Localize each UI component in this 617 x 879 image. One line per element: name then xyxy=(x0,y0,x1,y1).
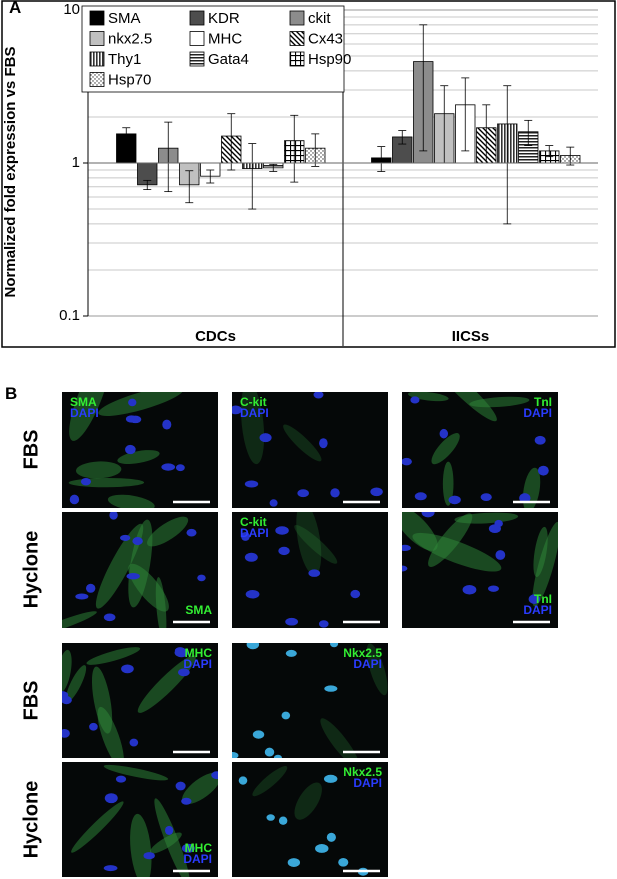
legend-label: nkx2.5 xyxy=(108,30,152,47)
stain-label: DAPI xyxy=(183,852,212,866)
stain-label: DAPI xyxy=(353,657,382,671)
row-label: FBS xyxy=(20,680,43,720)
legend-swatch xyxy=(189,51,205,67)
error-bar xyxy=(206,169,215,184)
row-label: Hyclone xyxy=(20,530,43,609)
legend-swatch xyxy=(289,31,305,46)
stain-label: C-kit xyxy=(240,515,267,529)
x-tick-label: IICSs xyxy=(452,328,490,345)
legend-swatch xyxy=(89,51,105,67)
micrograph-texture xyxy=(71,764,218,877)
panel-frame xyxy=(1,0,616,348)
error-bar xyxy=(566,146,575,166)
legend-label: KDR xyxy=(208,10,240,27)
micrograph: SMA xyxy=(62,512,218,628)
error-bar xyxy=(122,127,131,142)
y-axis-title: Normalized fold expression vs FBS xyxy=(2,46,19,298)
legend-label: Thy1 xyxy=(108,51,141,68)
stain-label: DAPI xyxy=(240,526,269,540)
legend-label: SMA xyxy=(108,10,141,27)
micrograph: Nkx2.5 DAPI xyxy=(232,762,388,877)
stain-label: DAPI xyxy=(523,603,552,617)
legend-swatch xyxy=(89,31,105,46)
row-label: FBS xyxy=(20,429,43,470)
stain-label: Nkx2.5 xyxy=(343,765,382,779)
legend-label: Hsp70 xyxy=(108,71,151,88)
error-bar xyxy=(248,143,257,210)
y-tick-label: 10 xyxy=(63,1,80,18)
micrograph-texture xyxy=(62,512,210,628)
error-bar xyxy=(524,119,533,146)
error-bar xyxy=(269,163,278,172)
micrograph: TnI DAPI xyxy=(402,392,558,508)
chart: 0.1 1 10 CDCs IICSs SMA KDR ckit nkx2.5 MHC Cx43 Th… xyxy=(1,0,616,348)
micrograph-texture xyxy=(241,512,380,628)
micrograph-texture xyxy=(68,392,210,508)
stain-label: DAPI xyxy=(183,657,212,671)
legend-swatch xyxy=(289,10,305,26)
stain-label: TnI xyxy=(534,592,552,606)
error-bar xyxy=(461,77,470,152)
stain-label: Nkx2.5 xyxy=(343,646,382,660)
y-tick-label: 0.1 xyxy=(59,307,80,324)
legend-swatch xyxy=(89,72,105,87)
error-bar xyxy=(545,145,554,158)
micrograph-texture xyxy=(62,647,210,758)
y-tick-label: 1 xyxy=(72,154,80,171)
error-bar xyxy=(503,85,512,225)
panel-label: B xyxy=(5,384,18,403)
stain-label: TnI xyxy=(534,395,552,409)
error-bar xyxy=(377,146,386,172)
micrograph: TnI DAPI xyxy=(402,512,558,628)
micrograph: C-kit DAPI xyxy=(232,392,388,508)
stain-label: DAPI xyxy=(353,776,382,790)
legend-label: MHC xyxy=(208,30,242,47)
legend-label: Gata4 xyxy=(208,51,249,68)
micrograph: MHC DAPI xyxy=(62,762,218,877)
panel-label: A xyxy=(9,0,22,17)
legend-label: Hsp90 xyxy=(308,51,351,68)
micrograph-texture xyxy=(402,392,550,508)
stain-label: DAPI xyxy=(240,406,269,420)
micrograph: SMA DAPI xyxy=(62,392,218,508)
stain-label: C-kit xyxy=(240,395,267,409)
micrograph-texture xyxy=(232,392,383,507)
stain-label: DAPI xyxy=(70,406,99,420)
error-bar xyxy=(290,114,299,183)
legend-swatch xyxy=(89,10,105,26)
stain-label: MHC xyxy=(184,646,212,660)
micrograph: C-kit DAPI xyxy=(232,512,388,628)
stain-label: SMA xyxy=(70,395,97,409)
micrograph-texture xyxy=(402,512,558,624)
legend-swatch xyxy=(189,31,205,46)
error-bar xyxy=(398,130,407,145)
legend-swatch xyxy=(289,51,305,67)
micrograph-texture xyxy=(232,643,388,758)
error-bar xyxy=(419,24,428,152)
error-bar xyxy=(143,179,152,191)
legend-swatch xyxy=(189,10,205,26)
stain-label: MHC xyxy=(184,841,212,855)
error-bar xyxy=(227,113,236,171)
x-tick-label: CDCs xyxy=(195,328,236,345)
legend-label: ckit xyxy=(308,10,331,27)
legend-label: Cx43 xyxy=(308,30,343,47)
stain-label: DAPI xyxy=(523,406,552,420)
micrograph-texture xyxy=(238,766,380,876)
error-bar xyxy=(311,133,320,167)
error-bar xyxy=(164,121,173,193)
micrograph: MHC DAPI xyxy=(62,643,218,758)
stain-label: SMA xyxy=(185,603,212,617)
row-label: Hyclone xyxy=(20,780,43,858)
error-bar xyxy=(185,170,194,204)
micrograph: Nkx2.5 DAPI xyxy=(232,643,388,758)
